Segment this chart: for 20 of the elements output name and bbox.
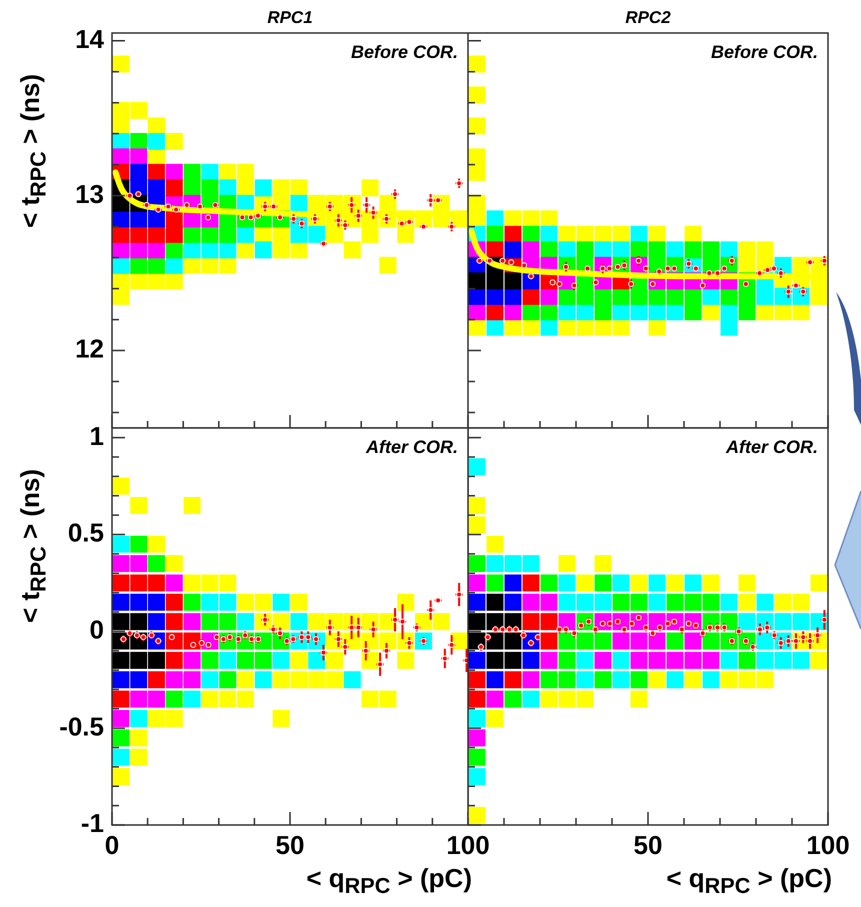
annotation: After COR. [726, 437, 818, 457]
y-tick-label: -0.5 [59, 711, 104, 742]
x-tick-label: 50 [276, 830, 304, 860]
y-tick-label: 0 [90, 614, 104, 645]
y-tick-label: 14 [75, 24, 105, 54]
annotation: Before COR. [710, 42, 818, 62]
x-tick-label: 100 [806, 830, 850, 860]
annotation: Before COR. [350, 42, 458, 62]
annotation: After COR. [366, 437, 458, 457]
y-tick-label: -1 [80, 808, 104, 838]
y-tick-label: 12 [75, 334, 104, 364]
y-tick-label: 1 [90, 420, 104, 451]
x-axis-title: < q$_{RPC}$ > (pC) [306, 863, 472, 898]
chart-title: RPC1 [267, 8, 313, 27]
x-tick-label: 50 [634, 830, 662, 860]
y-tick-label: 0.5 [68, 518, 104, 548]
x-tick-label: 100 [446, 830, 490, 860]
y-tick-label: 13 [75, 178, 104, 209]
x-axis-title: < q$_{RPC}$ > (pC) [666, 863, 832, 898]
chart-title: RPC2 [625, 8, 671, 27]
